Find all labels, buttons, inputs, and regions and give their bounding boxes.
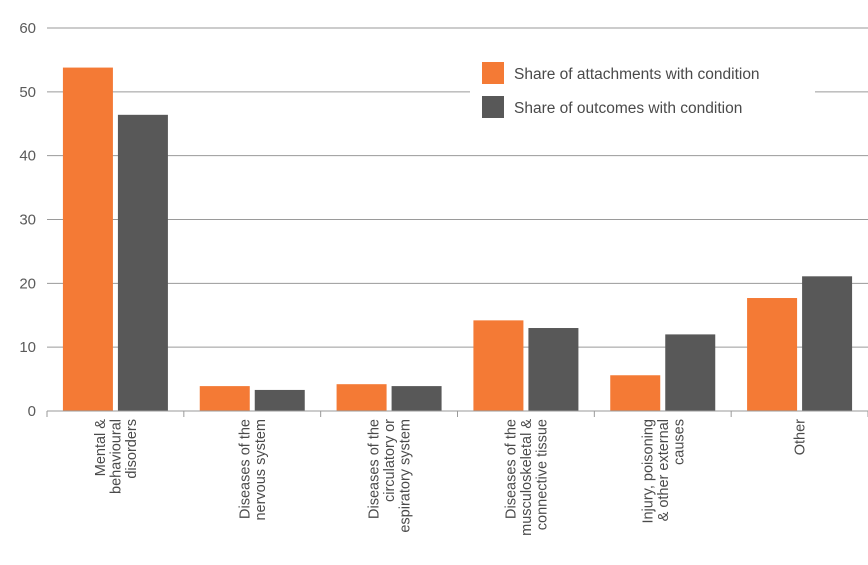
bar-attachments <box>336 384 387 411</box>
bar-outcomes <box>391 386 442 411</box>
legend: Share of attachments with condition Share… <box>470 52 815 124</box>
bar-outcomes <box>254 389 305 411</box>
y-tick-labels: 0 10 20 30 40 50 60 <box>19 20 36 420</box>
y-tick-label: 50 <box>19 84 36 101</box>
y-tick-label: 30 <box>19 212 36 229</box>
category-label: causes <box>671 419 687 465</box>
category-label: disorders <box>124 419 140 479</box>
grid-lines <box>47 27 868 348</box>
category-label: Injury, poisoning <box>640 419 656 524</box>
bar-attachments <box>610 375 661 411</box>
y-tick-label: 10 <box>19 339 36 356</box>
category-label: musculoskeletal & <box>519 419 535 536</box>
category-labels: Mental & behavioural disorders Diseases of … <box>93 419 809 536</box>
x-axis <box>46 410 868 417</box>
y-tick-label: 0 <box>28 403 36 420</box>
bar-outcomes <box>665 334 716 411</box>
bar-attachments <box>62 67 113 412</box>
bar-outcomes <box>802 276 853 411</box>
bar-outcomes <box>528 328 579 411</box>
category-label: espiratory system <box>398 419 414 533</box>
bar-attachments <box>199 386 250 411</box>
y-tick-label: 40 <box>19 148 36 165</box>
category-label: circulatory or <box>382 419 398 502</box>
category-label: connective tissue <box>534 419 550 530</box>
y-tick-label: 20 <box>19 275 36 292</box>
legend-swatch <box>482 96 504 118</box>
bar-attachments <box>473 320 524 411</box>
category-label: Diseases of the <box>503 419 519 519</box>
category-label: Diseases of the <box>238 419 254 519</box>
legend-swatch <box>482 62 504 84</box>
bars <box>62 67 853 412</box>
category-label: Other <box>793 419 809 455</box>
legend-background <box>470 52 815 124</box>
category-label: Diseases of the <box>367 419 383 519</box>
legend-label: Share of outcomes with condition <box>514 100 742 117</box>
category-label: Mental & <box>93 419 109 477</box>
y-tick-label: 60 <box>19 20 36 37</box>
legend-label: Share of attachments with condition <box>514 66 760 83</box>
bar-attachments <box>747 298 798 411</box>
category-label: behavioural <box>108 419 124 494</box>
bar-outcomes <box>117 114 168 412</box>
category-label: & other external <box>656 419 672 521</box>
category-label: nervous system <box>253 419 269 521</box>
